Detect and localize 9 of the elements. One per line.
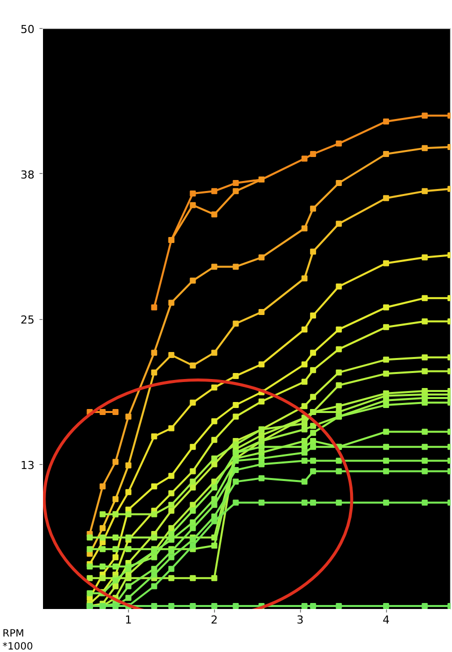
y-tick-label: 38 — [20, 168, 35, 182]
y-tick-label: 25 — [20, 314, 35, 326]
x-tick-label: 4 — [382, 614, 390, 626]
x-tick-label: 2 — [210, 614, 218, 626]
x-axis-title: RPM *1000 — [2, 628, 33, 652]
y-tick-label: 50 — [20, 23, 35, 36]
x-tick-label: 1 — [124, 614, 132, 626]
x-tick-label: 3 — [296, 614, 304, 626]
y-tick-label: 13 — [20, 458, 35, 472]
